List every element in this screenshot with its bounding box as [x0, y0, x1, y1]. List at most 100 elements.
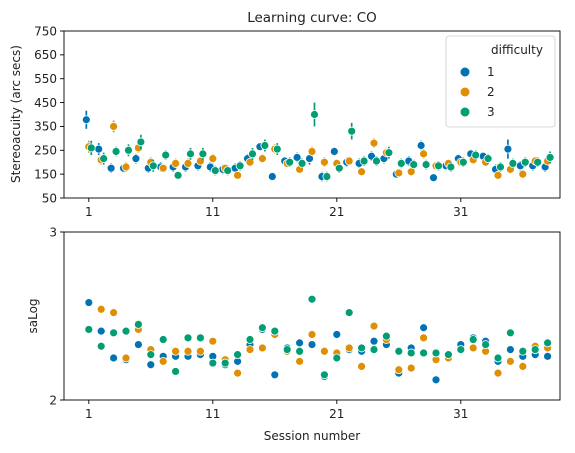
bottom-data-point: [245, 345, 255, 355]
bottom-x-tick-label: 31: [453, 407, 468, 421]
bottom-data-point: [270, 370, 280, 380]
bottom-data-point: [443, 350, 453, 360]
top-data-point: [496, 162, 505, 172]
legend-marker-difficulty-3: [460, 107, 470, 117]
top-data-point: [421, 160, 431, 170]
bottom-x-axis-label: Session number: [264, 429, 361, 443]
bottom-data-point: [357, 361, 367, 371]
top-data-point: [493, 170, 503, 180]
bottom-data-point: [208, 358, 218, 368]
bottom-data-point: [109, 353, 118, 363]
top-data-point: [148, 161, 158, 171]
bottom-data-point: [183, 346, 193, 356]
top-data-point: [210, 166, 220, 175]
bottom-data-point: [344, 308, 354, 318]
bottom-data-point: [158, 335, 168, 344]
bottom-y-ticks: 23: [49, 225, 64, 407]
top-data-point: [99, 154, 109, 164]
top-data-point: [285, 157, 295, 167]
top-data-point: [223, 166, 233, 175]
top-data-point: [186, 149, 195, 159]
top-data-point: [208, 154, 218, 164]
top-data-point: [81, 115, 91, 125]
bottom-data-point: [394, 346, 404, 356]
top-data-point: [94, 144, 104, 154]
top-data-point: [347, 126, 357, 136]
bottom-data-point: [505, 345, 515, 355]
bottom-data-point: [456, 345, 466, 355]
bottom-data-point: [307, 330, 317, 339]
top-data-point: [131, 154, 141, 164]
bottom-x-tick-label: 1: [85, 407, 93, 421]
bottom-plot-marks: [84, 294, 552, 385]
top-data-point: [124, 145, 133, 155]
bottom-data-point: [505, 356, 515, 366]
bottom-data-point: [419, 348, 429, 358]
legend: difficulty 1 2 3: [445, 35, 556, 128]
bottom-data-point: [419, 323, 429, 333]
bottom-data-point: [419, 333, 429, 343]
top-series-difficulty-3: [86, 102, 555, 182]
bottom-y-tick-label: 3: [49, 225, 57, 239]
top-y-ticks: 50 150 250 350 450 550 650 750: [34, 24, 64, 205]
bottom-data-point: [530, 345, 540, 355]
top-data-point: [136, 137, 146, 147]
top-data-point: [359, 156, 369, 166]
bottom-data-point: [543, 351, 552, 361]
top-data-point: [446, 162, 456, 172]
bottom-data-point: [109, 328, 118, 338]
top-data-point: [394, 168, 404, 178]
top-data-point: [372, 156, 381, 166]
top-y-tick-label: 50: [42, 191, 57, 205]
legend-marker-difficulty-1: [460, 67, 470, 77]
top-data-point: [161, 150, 171, 160]
bottom-data-point: [493, 353, 503, 363]
bottom-data-point: [195, 333, 205, 343]
bottom-data-point: [431, 375, 441, 385]
top-data-point: [248, 149, 257, 159]
top-x-ticks: 1 11 21 31: [85, 198, 468, 219]
bottom-data-point: [233, 368, 243, 378]
top-data-point: [409, 160, 419, 170]
top-data-point: [429, 173, 438, 183]
bottom-data-point: [493, 368, 503, 378]
top-y-tick-label: 750: [34, 24, 57, 38]
bottom-data-point: [344, 343, 354, 353]
top-data-point: [508, 159, 518, 168]
bottom-data-point: [146, 350, 156, 360]
top-data-point: [471, 150, 481, 160]
bottom-data-point: [468, 343, 478, 353]
top-data-point: [267, 172, 277, 181]
bottom-data-point: [121, 353, 131, 363]
top-data-point: [245, 157, 255, 167]
top-data-point: [384, 148, 394, 158]
top-x-tick-label: 1: [85, 205, 93, 219]
bottom-data-point: [245, 335, 255, 344]
top-data-point: [483, 154, 493, 164]
top-data-point: [322, 172, 332, 181]
bottom-data-point: [319, 370, 329, 380]
top-data-point: [419, 149, 429, 159]
top-data-point: [329, 147, 339, 156]
bottom-data-point: [394, 365, 404, 375]
top-data-point: [319, 157, 329, 167]
top-data-point: [173, 170, 183, 180]
bottom-data-point: [295, 346, 305, 356]
bottom-data-point: [295, 356, 305, 366]
bottom-data-point: [171, 367, 181, 376]
bottom-data-point: [233, 350, 243, 360]
top-x-tick-label: 21: [329, 205, 344, 219]
bottom-data-point: [332, 330, 342, 339]
top-data-point: [292, 153, 302, 162]
bottom-data-point: [406, 363, 416, 373]
legend-box: [445, 35, 556, 128]
top-data-point: [545, 153, 555, 162]
bottom-data-point: [84, 325, 94, 334]
top-data-point: [106, 163, 116, 173]
bottom-data-point: [431, 348, 441, 358]
top-y-tick-label: 350: [34, 120, 57, 134]
bottom-data-point: [270, 326, 280, 336]
bottom-data-point: [357, 343, 367, 353]
top-data-point: [235, 161, 245, 171]
top-data-point: [86, 143, 96, 153]
